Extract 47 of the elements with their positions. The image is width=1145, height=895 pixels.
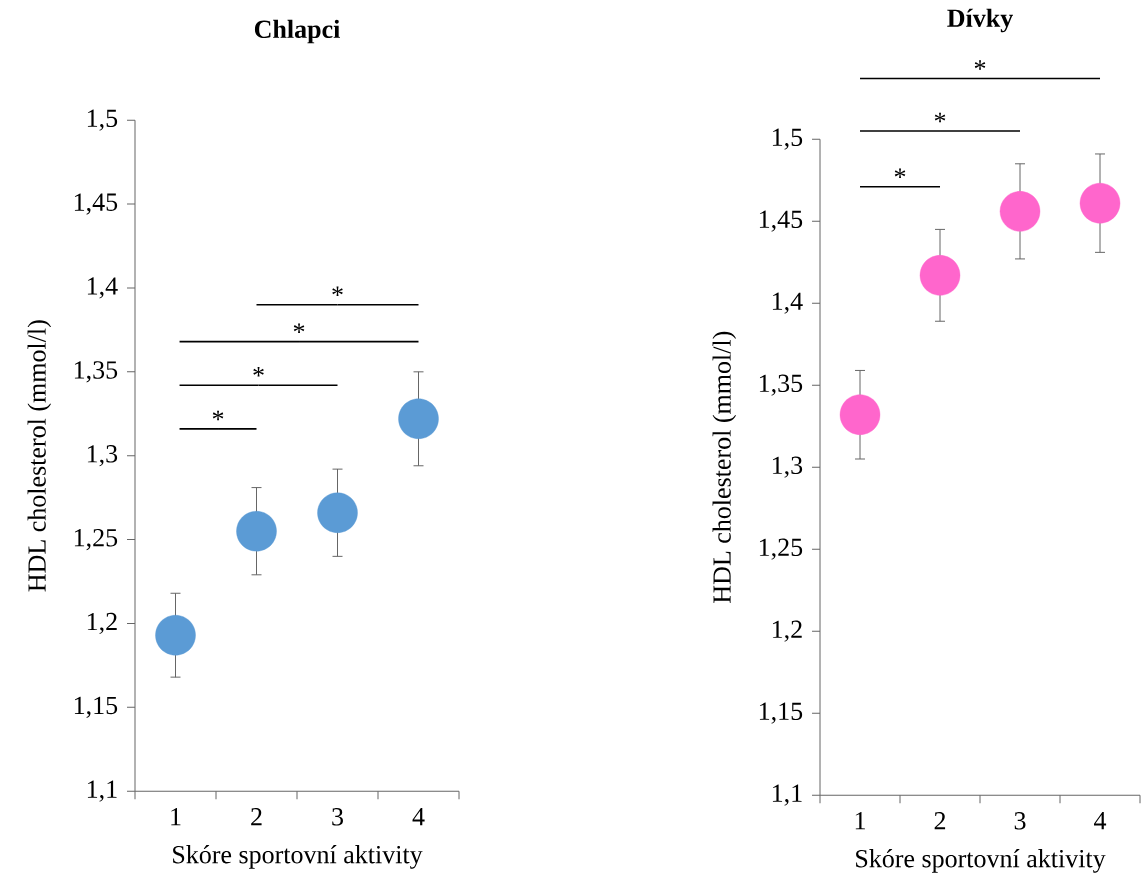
point [839, 394, 881, 435]
x-tick-label: 4 [412, 807, 425, 826]
y-axis-title: HDL cholesterol (mmol/l) [712, 331, 737, 603]
y-tick-label: 1,45 [759, 210, 803, 232]
x-tick-label: 4 [1094, 811, 1107, 830]
point [919, 255, 961, 296]
y-tick-label: 1,5 [772, 128, 803, 150]
y-tick-label: 1,1 [772, 784, 802, 806]
y-tick-label: 1,2 [772, 620, 802, 642]
y-tick-label: 1,4 [772, 292, 803, 314]
y-tick-label: 1,35 [74, 361, 118, 383]
annotation: * [332, 286, 343, 296]
y-axis-title: HDL cholesterol (mmol/l) [27, 320, 52, 592]
chart-title: Chlapci [254, 19, 340, 44]
y-tick-label: 1,4 [87, 277, 118, 299]
y-tick-label: 1,45 [74, 193, 118, 215]
y-tick-label: 1,3 [772, 456, 803, 478]
x-axis-title: Skóre sportovní aktivity [173, 844, 423, 869]
point [398, 398, 439, 439]
text: * [974, 60, 986, 70]
chart-title: Dívky [947, 8, 1013, 33]
y-tick-label: 1,15 [74, 696, 118, 718]
point [236, 510, 277, 552]
x-tick-label: 2 [251, 807, 262, 826]
x-tick-label: 1 [855, 811, 865, 830]
point [155, 614, 196, 656]
y-tick-label: 1,1 [87, 780, 117, 802]
annotation: * [212, 410, 224, 421]
y-tick-label: 1,2 [87, 612, 117, 634]
text: * [934, 112, 946, 123]
y-tick-label: 1,15 [759, 702, 803, 724]
y-tick-label: 1,3 [87, 444, 118, 467]
y-tick-label: 1,25 [74, 528, 118, 551]
point [1079, 182, 1121, 224]
annotation: * [253, 366, 264, 377]
annotation: * [894, 168, 906, 178]
point [317, 492, 358, 533]
y-tick-label: 1,35 [759, 374, 803, 396]
x-tick-label: 1 [171, 807, 181, 826]
x-tick-label: 3 [332, 807, 343, 826]
x-axis-title: Skóre sportovní aktivity [856, 848, 1106, 873]
x-tick-label: 2 [934, 811, 946, 830]
y-tick-label: 1,5 [87, 109, 118, 131]
x-tick-label: 3 [1014, 811, 1026, 830]
annotation: * [293, 323, 305, 333]
point [999, 191, 1041, 232]
y-tick-label: 1,25 [759, 538, 803, 560]
